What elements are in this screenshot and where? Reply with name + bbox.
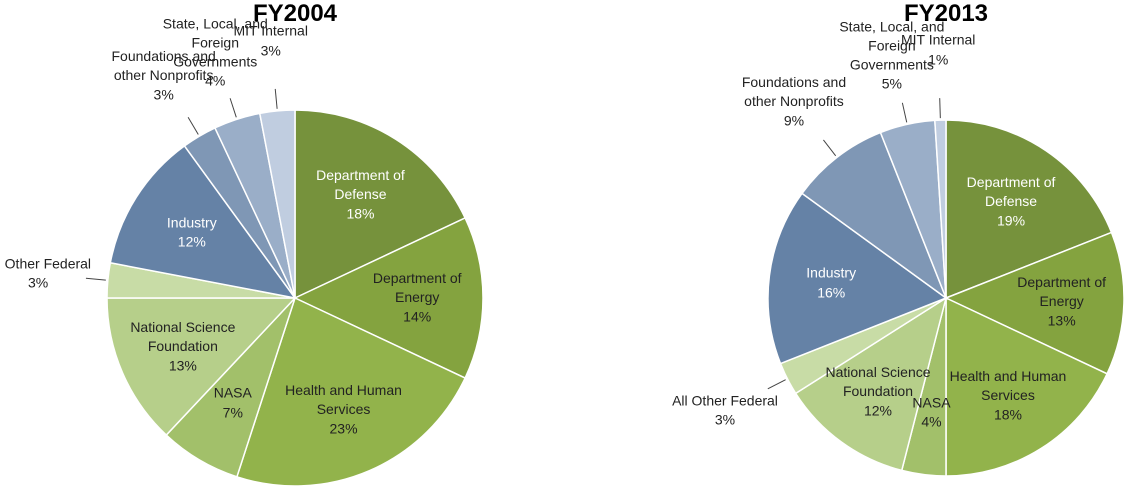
pie-slice — [767, 192, 948, 365]
slice-label: NASA — [213, 384, 252, 401]
pie-slice — [258, 109, 296, 299]
slice-value: 18% — [993, 406, 1022, 423]
slice-value: 23% — [329, 420, 358, 437]
pie-slice — [794, 296, 948, 472]
slice-value: 4% — [921, 413, 942, 430]
leader-line — [85, 277, 106, 281]
slice-value: 16% — [817, 284, 846, 301]
pie-slice — [293, 216, 484, 380]
slice-label: Foundations and other Nonprofits — [111, 47, 216, 83]
pie-slice — [106, 297, 297, 437]
slice-value: 3% — [153, 86, 174, 103]
slice-label: State, Local, and Foreign Governments — [839, 18, 945, 73]
slice-value: 7% — [222, 404, 243, 421]
pie-slice — [800, 131, 948, 301]
leader-line — [823, 139, 837, 157]
slice-label: National Science Foundation — [825, 363, 931, 399]
leader-line — [229, 98, 237, 118]
slice-label: Department of Energy — [1017, 273, 1106, 309]
slice-label: All Other Federal — [0, 255, 92, 272]
slice-label: Department of Energy — [372, 270, 462, 305]
slice-value: 1% — [928, 51, 949, 68]
pie-slice — [945, 119, 1113, 300]
pie-slice — [109, 144, 297, 300]
slice-label: National Science Foundation — [130, 318, 236, 354]
slice-label: MIT Internal — [900, 31, 976, 48]
pie-slice — [934, 119, 947, 299]
pie-slice — [944, 231, 1125, 375]
leader-line — [901, 102, 908, 123]
slice-value: 5% — [881, 75, 902, 92]
slice-label: Industry — [166, 214, 217, 231]
pie-slice — [294, 109, 467, 300]
slice-value: 18% — [346, 205, 375, 222]
leader-line — [767, 379, 786, 390]
slice-value: 14% — [403, 308, 432, 325]
leader-line — [939, 98, 941, 119]
slice-label: NASA — [912, 394, 951, 411]
slice-label: All Other Federal — [672, 392, 778, 409]
slice-value: 12% — [863, 402, 892, 419]
slice-value: 13% — [1047, 312, 1076, 329]
slice-label: Industry — [806, 264, 857, 281]
slice-value: 3% — [28, 274, 49, 291]
slice-label: Foundations and other Nonprofits — [741, 74, 847, 110]
leader-line — [274, 88, 278, 109]
pie-slice — [235, 296, 467, 487]
slice-label: MIT Internal — [233, 22, 308, 39]
chart-title: FY2004 — [252, 0, 338, 27]
slice-value: 12% — [177, 233, 206, 250]
slice-label: Department of Defense — [966, 174, 1056, 210]
chart-title: FY2013 — [903, 0, 989, 27]
slice-label: Department of Defense — [316, 166, 405, 202]
leader-line — [187, 116, 199, 135]
slice-value: 4% — [205, 72, 226, 89]
slice-label: Health and Human Services — [949, 367, 1067, 403]
slice-value: 9% — [783, 112, 805, 129]
pie-slice — [945, 296, 1109, 477]
slice-value: 3% — [260, 42, 281, 59]
slice-value: 3% — [714, 411, 736, 428]
slice-label: State, Local, and Foreign Governments — [162, 15, 268, 70]
slice-label: Health and Human Services — [285, 382, 402, 418]
slice-value: 19% — [997, 212, 1026, 229]
slice-value: 13% — [168, 357, 197, 374]
